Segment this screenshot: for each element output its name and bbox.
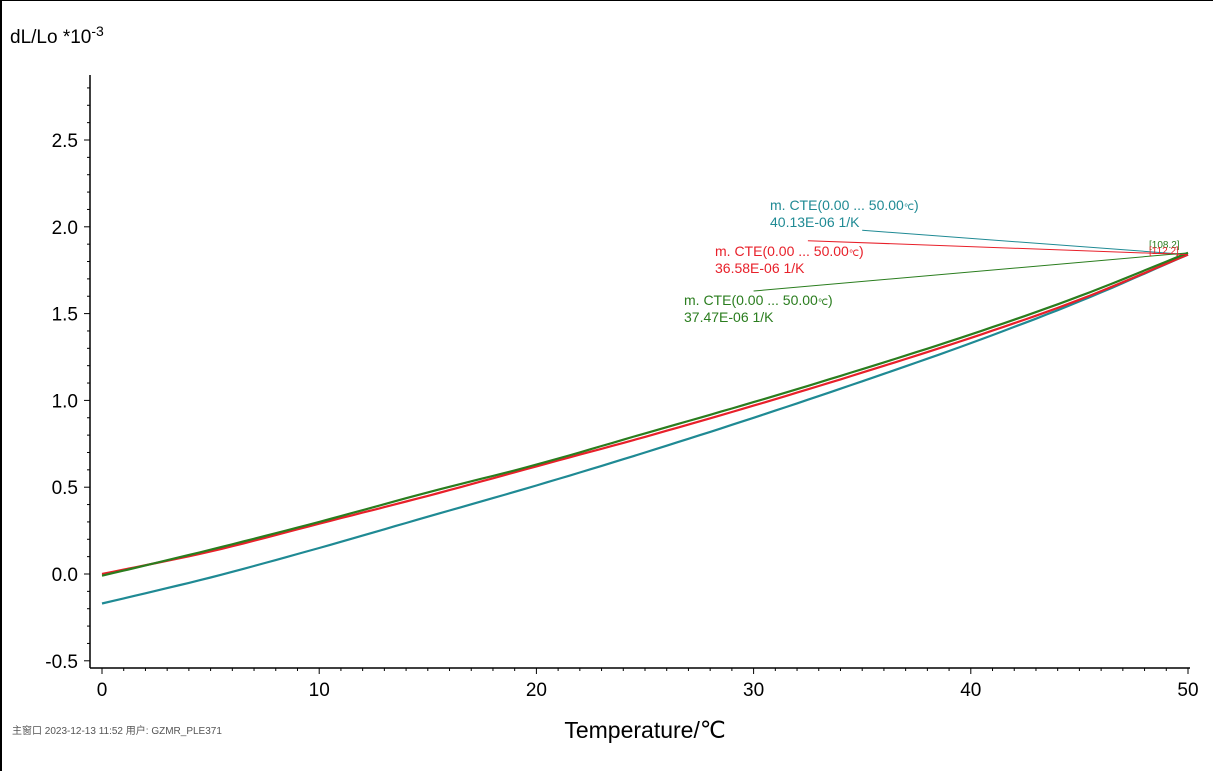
x-tick-label: 30	[743, 680, 764, 701]
cte-value-label: 37.47E-06 1/K	[684, 309, 774, 325]
cte-range-label: m. CTE(0.00 ... 50.00℃)	[715, 243, 864, 259]
x-tick-label: 20	[526, 680, 547, 701]
y-tick-label: 0.5	[52, 478, 78, 499]
cte-value-label: 36.58E-06 1/K	[715, 260, 805, 276]
x-tick-label: 40	[960, 680, 981, 701]
cte-leader-line	[807, 240, 1189, 256]
end-point-label: [112.2]	[1149, 246, 1179, 257]
cte-leader-line	[753, 252, 1189, 292]
series-line-1	[101, 253, 1189, 605]
cte-range-label: m. CTE(0.00 ... 50.00℃)	[770, 197, 919, 213]
x-tick-label: 10	[309, 680, 330, 701]
annotation-layer: m. CTE(0.00 ... 50.00℃)40.13E-06 1/Km. C…	[684, 197, 1189, 325]
y-tick-label: 1.0	[52, 391, 78, 412]
y-tick-label: -0.5	[45, 652, 78, 673]
end-point-label: [108.2]	[1149, 240, 1180, 251]
axes: -0.5 0.0 0.5 1.0 1.5 2.0 2.5 0 10 20 30 40 50	[45, 75, 1199, 701]
series-line-3	[101, 251, 1189, 577]
cte-range-label: m. CTE(0.00 ... 50.00℃)	[684, 292, 833, 308]
x-tick-label: 50	[1177, 680, 1198, 701]
x-axis-label: Temperature/℃	[564, 717, 725, 743]
series-line-2	[101, 253, 1189, 576]
y-tick-label: 2.5	[52, 131, 78, 152]
x-tick-label: 0	[97, 680, 108, 701]
cte-leader-line	[862, 229, 1189, 256]
y-tick-label: 0.0	[52, 565, 78, 586]
footer-text: 主窗口 2023-12-13 11:52 用户: GZMR_PLE371	[12, 724, 222, 737]
y-tick-label: 1.5	[52, 305, 78, 326]
y-axis-label: dL/Lo *10-3	[10, 23, 104, 48]
series-layer	[101, 251, 1189, 605]
y-tick-label: 2.0	[52, 218, 78, 239]
cte-value-label: 40.13E-06 1/K	[770, 214, 860, 230]
